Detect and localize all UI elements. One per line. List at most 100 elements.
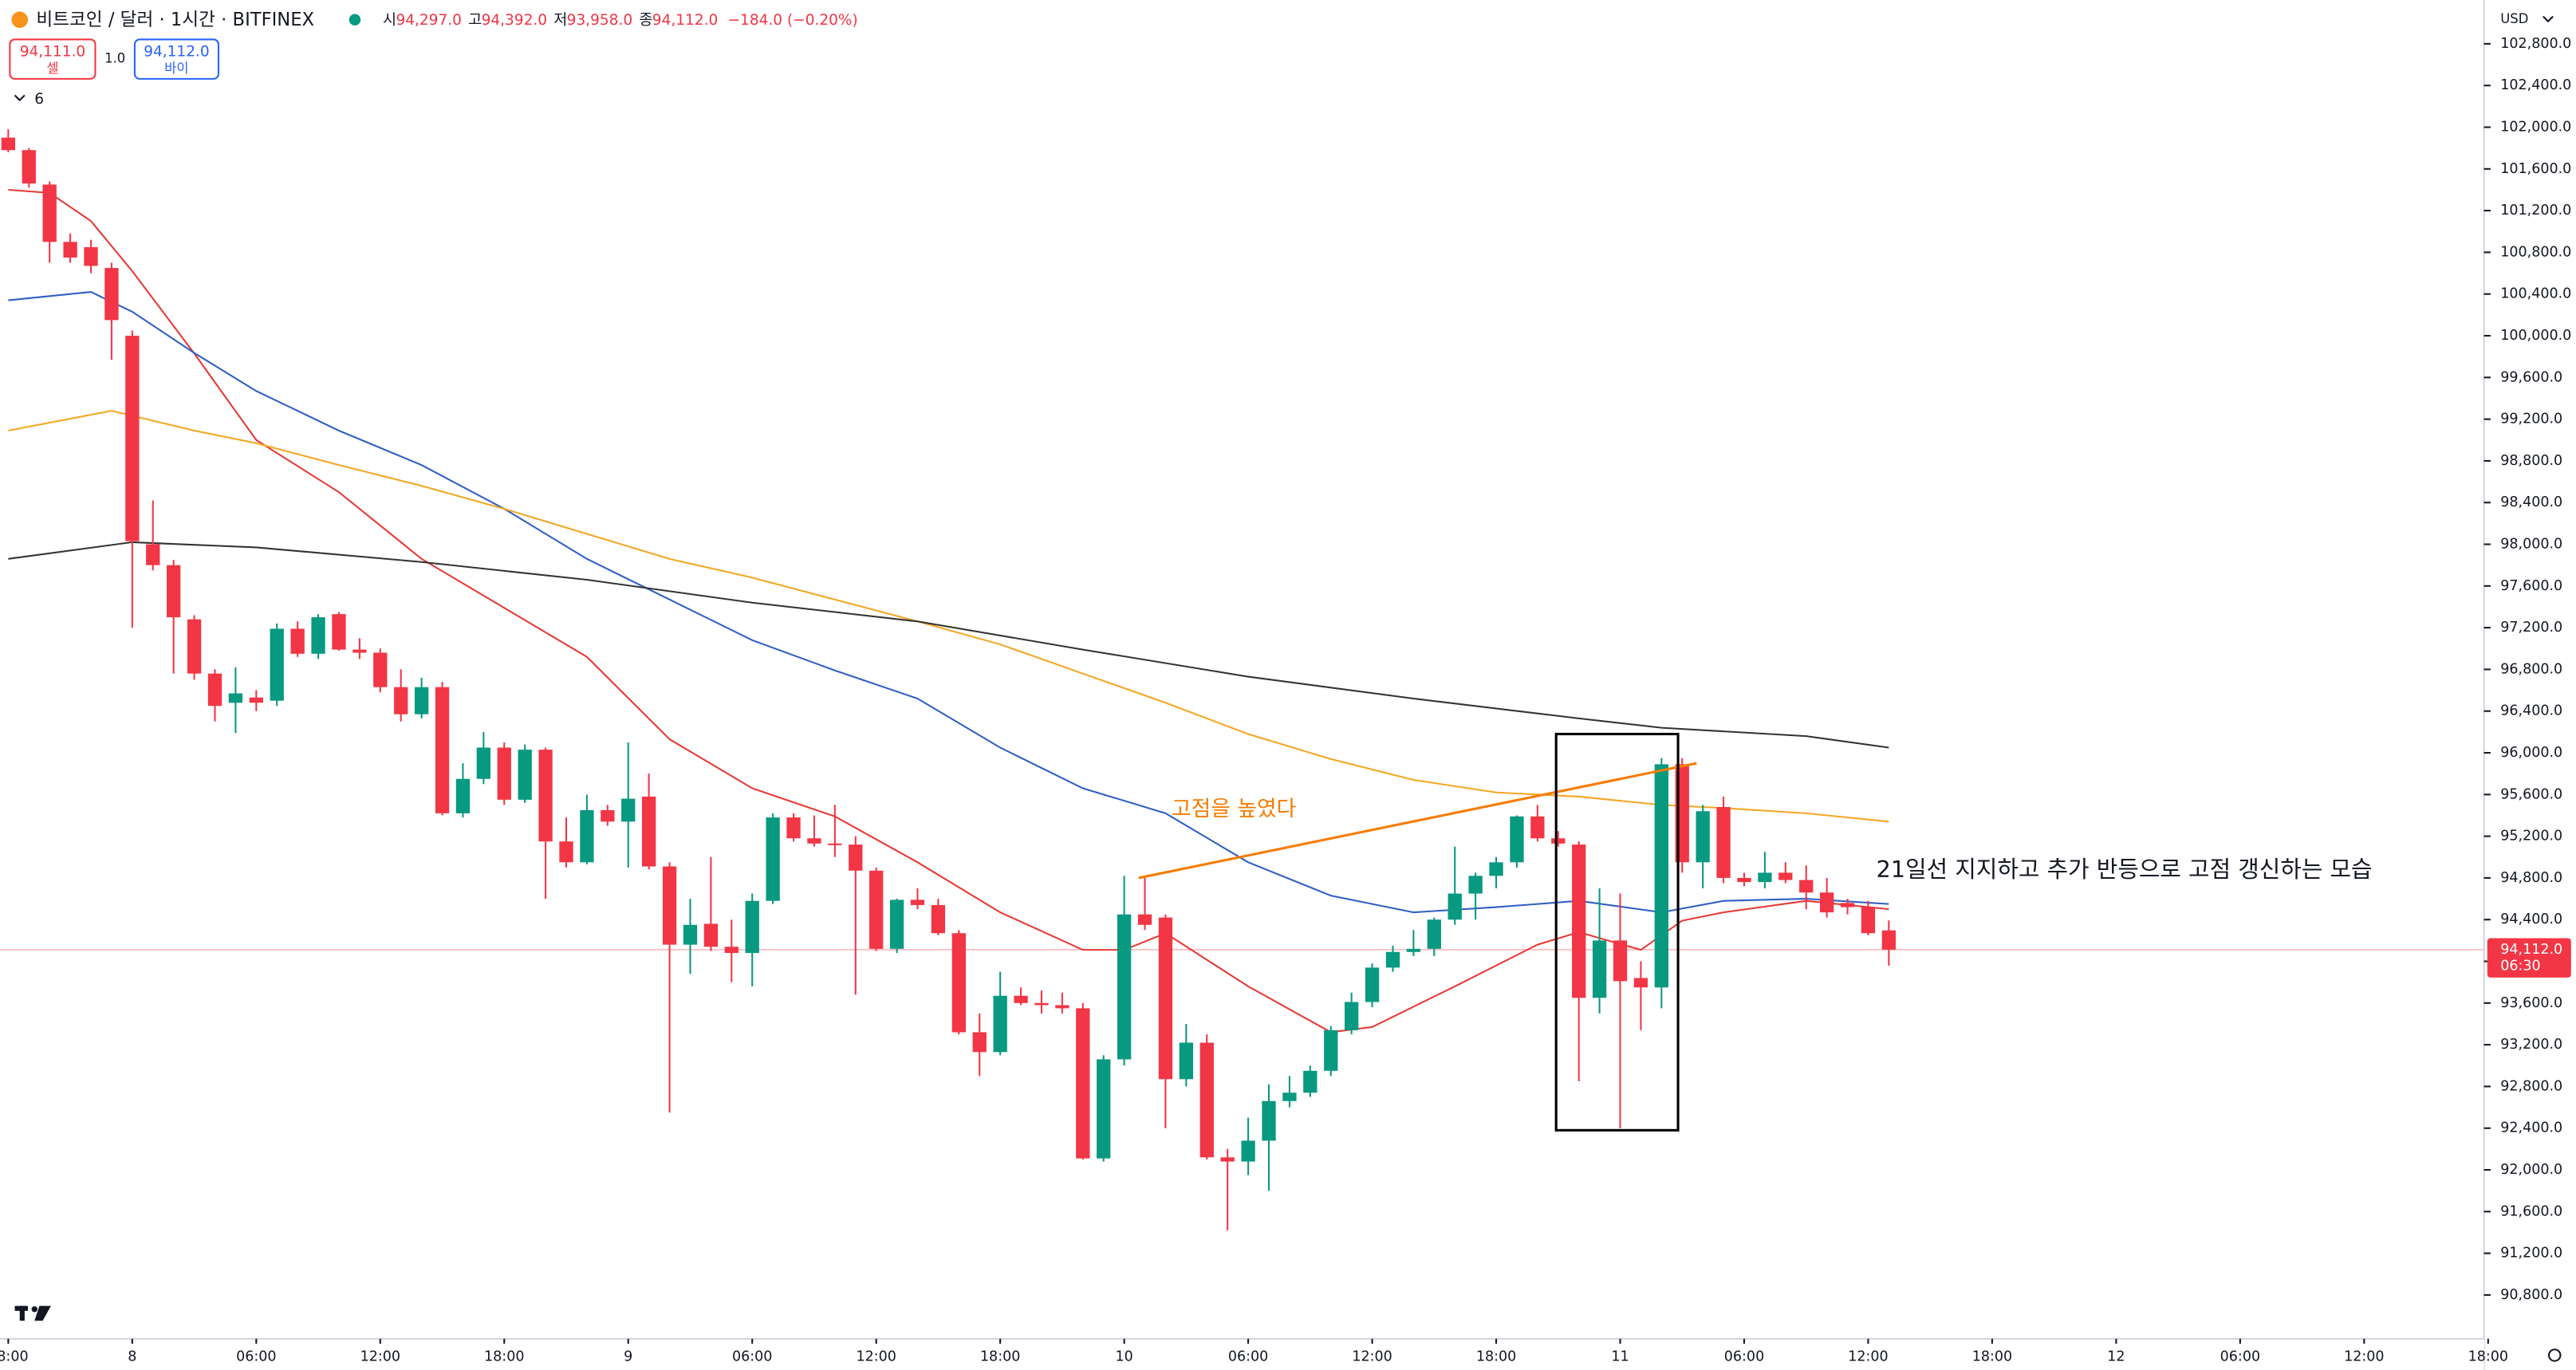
currency: USD	[2500, 11, 2528, 26]
candle-body	[22, 150, 36, 184]
y-tick-label: 96,800.0	[2500, 661, 2562, 677]
legend-change: −184.0 (−0.20%)	[728, 12, 858, 29]
buy-price: 94,112.0	[144, 43, 209, 60]
candle-body	[42, 184, 57, 242]
y-tick-label: 102,800.0	[2500, 36, 2571, 52]
y-tick-label: 97,200.0	[2500, 620, 2562, 636]
y-tick-label: 100,000.0	[2500, 328, 2571, 344]
buy-label: 바이	[164, 61, 188, 76]
legend-value: 93,958.0	[567, 12, 632, 29]
candle-body	[683, 924, 698, 945]
candle-body	[601, 809, 615, 822]
candle-body	[167, 565, 181, 618]
candle-body	[207, 673, 223, 707]
x-tick-label: 11	[1611, 1349, 1629, 1365]
x-tick-label: 18:00	[0, 1349, 29, 1365]
candle-body	[187, 619, 202, 674]
logo	[14, 1305, 51, 1321]
candle-body	[538, 750, 553, 842]
trendline-label: 고점을 높였다	[1172, 797, 1296, 821]
last-price-countdown: 06:30	[2500, 958, 2540, 974]
status-dot	[349, 14, 361, 26]
buy-button[interactable]	[133, 38, 220, 80]
y-tick-label: 96,000.0	[2500, 745, 2562, 761]
candle-body	[1716, 807, 1731, 878]
ohlc-legend: 시 94,297.0 고 94,392.0 저 93,958.0 종 94,112.0 −184…	[383, 12, 858, 29]
candle-body	[621, 798, 636, 822]
candle-body	[1117, 914, 1132, 1060]
candle-body	[1551, 838, 1566, 844]
candle-body	[1737, 877, 1751, 883]
candle-body	[1758, 872, 1772, 883]
y-tick-label: 99,600.0	[2500, 369, 2562, 385]
annotation: 21일선 지지하고 추가 반등으로 고점 갱신하는 모습	[1876, 856, 2372, 883]
candle-body	[353, 649, 367, 653]
candle-body	[476, 747, 490, 779]
y-tick-label: 95,600.0	[2500, 786, 2562, 802]
moving-average	[8, 541, 1889, 749]
candle-body	[1262, 1100, 1276, 1141]
candle-body	[1861, 907, 1876, 934]
y-tick-label: 101,600.0	[2500, 161, 2571, 177]
candle-body	[270, 628, 284, 701]
candle-body	[1220, 1157, 1235, 1162]
y-tick-label: 91,200.0	[2500, 1246, 2562, 1262]
x-tick-label: 06:00	[236, 1349, 276, 1365]
candle-body	[311, 617, 325, 654]
candle-body	[766, 817, 780, 901]
y-tick-label: 98,800.0	[2500, 453, 2562, 469]
y-tick-label: 98,400.0	[2500, 494, 2562, 510]
candle-body	[1282, 1092, 1297, 1101]
y-tick-label: 102,000.0	[2500, 120, 2571, 136]
y-tick-label: 90,800.0	[2500, 1287, 2562, 1303]
candle-body	[1034, 1002, 1049, 1006]
candle-body	[1158, 917, 1173, 1080]
x-tick-label: 06:00	[1228, 1349, 1268, 1365]
candle-body	[828, 843, 842, 845]
x-tick-label: 12	[2107, 1349, 2125, 1365]
candle-body	[1345, 1002, 1359, 1030]
legend-value: 94,112.0	[652, 12, 718, 29]
candle-body	[497, 747, 511, 800]
candle-body	[1427, 919, 1441, 949]
candle-body	[518, 750, 532, 800]
plot: 고점을 높였다 21일선 지지하고 추가 반등으로 고점 갱신하는 모습	[0, 129, 2484, 1230]
candle-body	[414, 687, 429, 715]
x-tick-label: 18:00	[2468, 1349, 2508, 1365]
candle-body	[559, 841, 573, 863]
y-tick-label: 97,600.0	[2500, 578, 2562, 594]
y-tick-label: 102,400.0	[2500, 77, 2571, 93]
candle-body	[1385, 951, 1400, 968]
currency-menu[interactable]	[2543, 15, 2554, 23]
x-tick-label: 8	[128, 1349, 136, 1365]
x-tick-label: 18:00	[1972, 1349, 2012, 1365]
candle-body	[1076, 1008, 1090, 1159]
candle-body	[931, 904, 946, 934]
candle-body	[1448, 893, 1462, 920]
candle-body	[104, 268, 119, 321]
candle-body	[1014, 995, 1028, 1003]
candle-body	[1819, 892, 1834, 913]
candle-body	[249, 697, 263, 703]
indicator-count: 6	[34, 91, 44, 108]
candle-body	[394, 687, 408, 715]
candle-body	[1530, 816, 1545, 839]
candle-body	[455, 778, 471, 813]
candle-body	[807, 838, 821, 844]
candle-body	[125, 336, 140, 541]
symbol-title: 비트코인 / 달러 · 1시간 · BITFINEX	[36, 10, 314, 30]
candle-body	[1489, 862, 1503, 876]
y-tick-label: 101,200.0	[2500, 203, 2571, 218]
candle-body	[849, 844, 863, 871]
settings-icon[interactable]	[2547, 1348, 2562, 1362]
y-tick-label: 94,800.0	[2500, 870, 2562, 886]
price-axis-panel	[2483, 0, 2576, 1370]
sell-button[interactable]	[9, 38, 97, 80]
collapse-icon[interactable]	[14, 94, 26, 102]
x-tick-label: 18:00	[484, 1349, 524, 1365]
candle-body	[1137, 914, 1152, 925]
candle-body	[724, 947, 739, 954]
candle-body	[146, 544, 160, 565]
candle-body	[1592, 940, 1607, 998]
